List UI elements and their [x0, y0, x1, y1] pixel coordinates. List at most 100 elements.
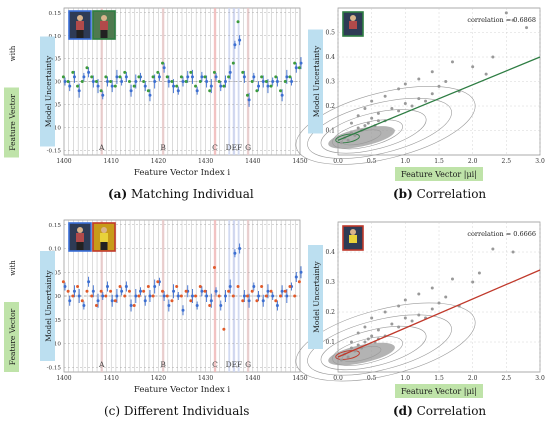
uncertainty-label-box — [40, 36, 55, 147]
feature-point — [241, 70, 245, 74]
uncertainty-point — [63, 285, 67, 288]
panel-b-chart: 0.1 0.2 0.3 0.4 0.5 0.0 0.5 1.0 1.5 2.0 2.5 3.0 corr… — [295, 7, 545, 181]
feature-axis-with: with — [9, 260, 17, 276]
uncertainty-point — [233, 251, 237, 255]
y-axis-label: Model Uncertainty — [312, 45, 321, 117]
density-contour — [320, 325, 427, 371]
y-tick-label: 0.2 — [325, 103, 335, 110]
uncertainty-point — [96, 299, 100, 303]
scatter-point — [403, 298, 407, 302]
scatter-point — [390, 106, 394, 110]
uncertainty-point — [186, 75, 190, 79]
scatter-point — [349, 340, 353, 344]
scatter-point — [397, 87, 401, 91]
uncertainty-point — [72, 75, 76, 79]
feature-point — [227, 289, 231, 293]
uncertainty-point — [214, 289, 218, 293]
uncertainty-point — [162, 66, 166, 70]
uncertainty-point — [77, 294, 81, 298]
feature-point — [279, 294, 283, 298]
uncertainty-point — [257, 84, 261, 88]
feature-point — [236, 20, 240, 24]
scatter-point — [417, 77, 421, 81]
uncertainty-point — [247, 98, 251, 102]
uncertainty-point — [96, 84, 100, 88]
scatter-point — [450, 277, 454, 281]
density-contour — [320, 109, 427, 154]
feature-point — [208, 304, 212, 307]
correlation-annotation: correlation = 0.6868 — [467, 16, 536, 24]
marker-band — [237, 8, 240, 155]
uncertainty-point — [242, 294, 246, 298]
feature-point — [161, 289, 165, 293]
feature-point — [123, 294, 127, 298]
density-contour — [307, 97, 452, 159]
uncertainty-point — [200, 75, 204, 79]
inner-contour — [335, 133, 360, 144]
uncertainty-point — [172, 84, 176, 88]
x-tick-label: 2.0 — [468, 158, 478, 165]
uncertainty-point — [223, 80, 227, 83]
scatter-point — [370, 316, 374, 320]
x-axis-label: Feature Vector Index i — [134, 168, 230, 178]
uncertainty-point — [214, 75, 218, 79]
feature-point — [264, 80, 268, 83]
feature-point — [250, 80, 254, 83]
uncertainty-point — [233, 43, 237, 47]
density-contour — [332, 336, 403, 366]
y-tick-label: 0.10 — [49, 247, 62, 253]
feature-point — [165, 294, 169, 298]
scatter-point — [353, 133, 357, 137]
feature-point — [66, 80, 70, 83]
feature-point — [142, 80, 146, 83]
marker-label: C — [212, 143, 218, 152]
uncertainty-point — [115, 75, 119, 79]
feature-point — [142, 289, 146, 293]
feature-point — [231, 294, 235, 298]
panel-a-chart: ABCDEFG-0.15-0.10-0.050.000.050.100.1514… — [4, 7, 308, 178]
scatter-point — [356, 331, 360, 335]
scatter-point — [349, 346, 353, 350]
x-tick-label: 0.5 — [367, 158, 377, 165]
scatter-point — [376, 119, 380, 123]
caption-b-text: Correlation — [416, 187, 487, 201]
feature-point — [94, 80, 98, 83]
density-contour — [307, 314, 452, 376]
person-head-icon — [350, 229, 356, 235]
feature-point — [85, 66, 89, 70]
uncertainty-label-box — [40, 251, 55, 361]
scatter-point — [370, 116, 374, 120]
person-torso-icon — [100, 21, 108, 30]
uncertainty-point — [101, 93, 105, 97]
feature-point — [227, 75, 231, 79]
feature-point — [151, 294, 155, 298]
marker-label: A — [98, 360, 105, 369]
feature-point — [212, 70, 216, 74]
uncertainty-point — [219, 304, 223, 307]
uncertainty-point — [257, 294, 261, 298]
person-legs-icon — [100, 242, 108, 250]
feature-point — [118, 75, 122, 79]
x-tick-label: 1430 — [198, 375, 213, 382]
feature-point — [132, 304, 136, 307]
uncertainty-point — [190, 75, 194, 79]
feature-point — [288, 75, 292, 79]
uncertainty-point — [68, 84, 72, 88]
scatter-point — [370, 334, 374, 338]
scatter-point — [430, 286, 434, 290]
x-tick-label: 1.0 — [401, 158, 411, 165]
feature-point — [283, 80, 287, 83]
feature-point — [90, 294, 94, 298]
y-tick-label: 0.4 — [325, 249, 335, 256]
feature-point — [184, 289, 188, 293]
scatter-point — [471, 280, 475, 284]
person-head-icon — [350, 15, 356, 21]
uncertainty-point — [148, 93, 152, 97]
scatter-point — [339, 141, 343, 145]
feature-point — [260, 285, 264, 288]
feature-axis-label: Feature Vector — [8, 308, 17, 365]
uncertainty-point — [209, 84, 213, 88]
feature-point — [85, 289, 89, 293]
feature-point — [288, 285, 292, 288]
uncertainty-point — [129, 304, 133, 307]
